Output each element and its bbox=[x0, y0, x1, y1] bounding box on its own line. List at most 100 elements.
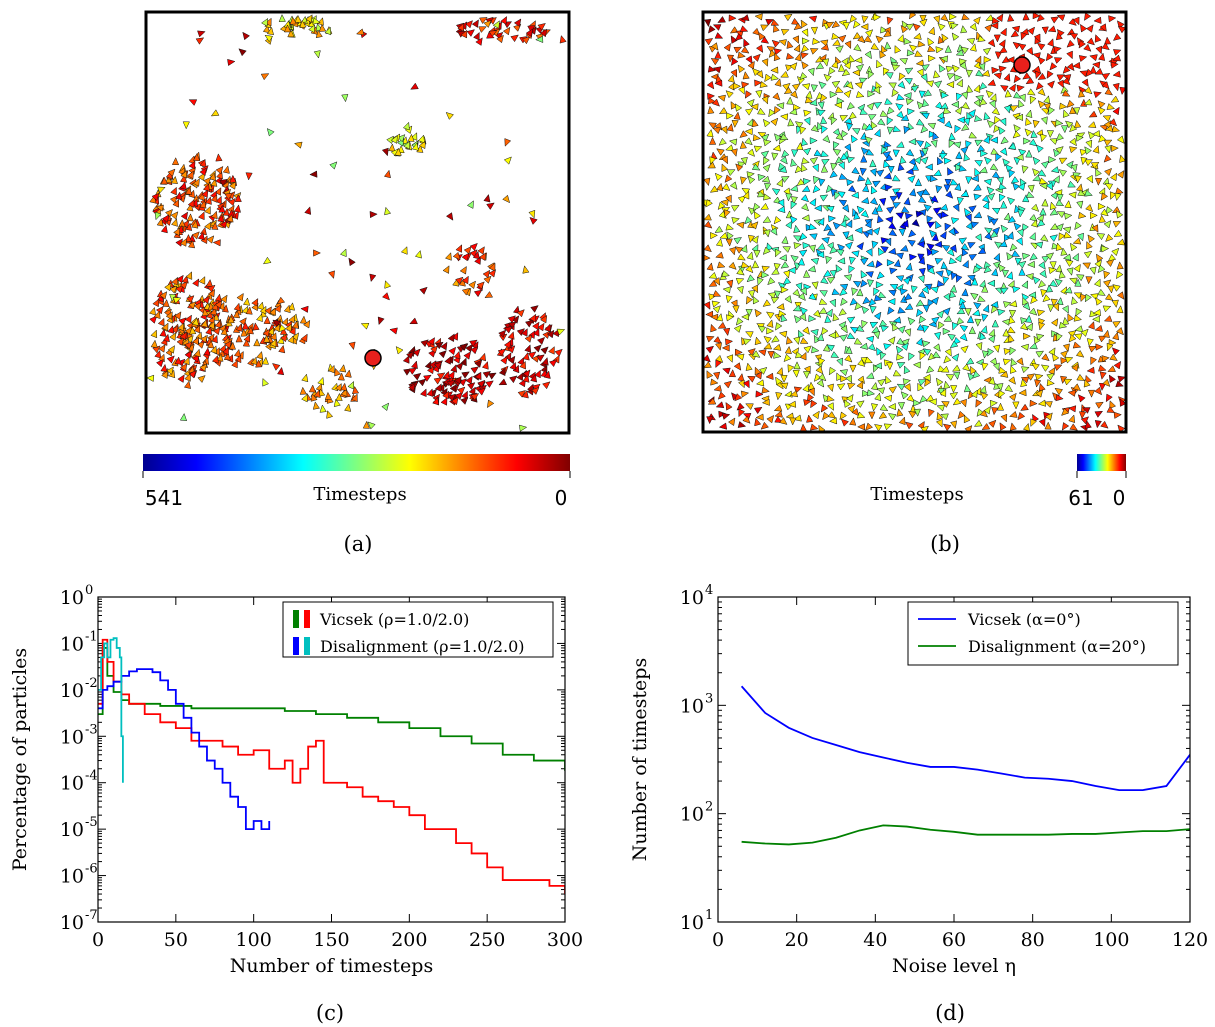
particle-arrow bbox=[1067, 180, 1077, 188]
particle-arrow bbox=[1086, 174, 1094, 184]
particle-arrow bbox=[1112, 106, 1120, 116]
particle-arrow bbox=[763, 193, 772, 201]
particle-arrow bbox=[1002, 358, 1012, 366]
particle-arrow bbox=[897, 34, 904, 43]
particle-arrow bbox=[940, 365, 950, 373]
particle-arrow bbox=[1060, 125, 1069, 134]
particle-arrow bbox=[1069, 32, 1079, 40]
particle-arrow bbox=[1021, 366, 1030, 374]
particle-arrow bbox=[155, 204, 164, 212]
particle-arrow bbox=[944, 120, 953, 129]
particle-arrow bbox=[967, 274, 976, 282]
particle-arrow bbox=[169, 195, 178, 204]
particle-arrow bbox=[488, 269, 497, 278]
particle-arrow bbox=[898, 416, 906, 426]
series-group bbox=[98, 637, 565, 895]
particle-arrow bbox=[974, 167, 982, 177]
particle-arrow bbox=[384, 206, 392, 216]
particle-arrow bbox=[846, 123, 854, 132]
particle-arrow bbox=[527, 351, 537, 360]
particle-arrow bbox=[736, 267, 745, 276]
particle-arrow bbox=[730, 148, 738, 157]
particle-arrow bbox=[861, 305, 870, 315]
particle-arrow bbox=[874, 392, 882, 402]
particle-arrow bbox=[877, 291, 887, 299]
particle-arrow bbox=[211, 334, 218, 344]
particle-arrow bbox=[991, 207, 1001, 215]
particle-arrow bbox=[383, 169, 391, 179]
particle-arrow bbox=[945, 190, 954, 199]
particle-arrow bbox=[784, 295, 792, 304]
particle-arrow bbox=[1037, 100, 1046, 109]
particle-arrow bbox=[483, 193, 491, 203]
particle-arrow bbox=[1094, 420, 1102, 429]
particle-arrow bbox=[1036, 213, 1045, 223]
particle-arrow bbox=[875, 281, 884, 289]
particle-arrow bbox=[367, 421, 376, 430]
particle-arrow bbox=[169, 285, 178, 294]
particle-arrow bbox=[879, 403, 889, 412]
particle-arrow bbox=[737, 373, 745, 382]
particle-arrow bbox=[753, 210, 761, 220]
panel-a-label: (a) bbox=[344, 532, 373, 556]
particle-arrow bbox=[455, 362, 464, 371]
particle-arrow bbox=[914, 178, 922, 187]
particle-arrow bbox=[873, 294, 883, 302]
particle-arrow bbox=[498, 367, 506, 377]
particle-arrow bbox=[1069, 124, 1078, 133]
particle-arrow bbox=[924, 163, 933, 171]
particle-arrow bbox=[885, 375, 892, 385]
particle-arrow bbox=[847, 382, 856, 390]
particle-arrow bbox=[192, 178, 200, 187]
particle-arrow bbox=[267, 326, 275, 336]
particle-arrow bbox=[1112, 70, 1121, 78]
particle-arrow bbox=[453, 350, 461, 360]
particle-arrow bbox=[1103, 154, 1112, 163]
particle-arrow bbox=[999, 117, 1007, 127]
particle-arrow bbox=[720, 199, 729, 207]
particle-arrow bbox=[263, 316, 271, 325]
particle-arrow bbox=[535, 35, 544, 43]
particle-arrow bbox=[470, 393, 480, 401]
particle-arrow bbox=[827, 383, 834, 393]
tracked-particle-marker-b bbox=[1013, 56, 1031, 74]
particle-arrow bbox=[703, 220, 713, 229]
particle-arrow bbox=[1092, 308, 1102, 317]
particle-arrow bbox=[1097, 106, 1106, 115]
particle-arrow bbox=[726, 54, 735, 63]
particle-arrow bbox=[1101, 245, 1110, 253]
particle-arrow bbox=[217, 214, 225, 223]
particle-arrow bbox=[1054, 387, 1064, 396]
particle-arrow bbox=[930, 195, 939, 203]
particle-arrow bbox=[726, 354, 734, 363]
particle-arrow bbox=[921, 64, 930, 72]
particle-arrow bbox=[1069, 106, 1077, 115]
particle-arrow bbox=[440, 397, 448, 406]
panel-c-label: (c) bbox=[316, 1001, 344, 1025]
particle-arrow bbox=[956, 116, 965, 124]
particle-arrow bbox=[809, 137, 818, 145]
particle-arrow bbox=[876, 271, 885, 280]
particle-arrow bbox=[734, 246, 744, 254]
particle-arrow bbox=[1009, 410, 1018, 418]
particle-arrow bbox=[755, 413, 764, 421]
particle-arrow bbox=[224, 192, 234, 200]
particle-arrow bbox=[243, 334, 251, 343]
particle-arrow bbox=[384, 280, 392, 289]
particle-arrow bbox=[751, 235, 759, 244]
particle-arrow bbox=[1008, 83, 1016, 93]
particle-arrow bbox=[447, 393, 456, 402]
particle-arrow bbox=[839, 219, 847, 228]
particle-arrow bbox=[838, 34, 847, 43]
particle-arrow bbox=[876, 347, 884, 356]
particle-arrow bbox=[998, 240, 1008, 248]
particle-arrow bbox=[782, 277, 792, 285]
particle-arrow bbox=[710, 42, 719, 51]
particle-arrow bbox=[889, 267, 898, 275]
particle-arrow bbox=[715, 313, 723, 322]
particle-arrow bbox=[1064, 356, 1074, 364]
particle-arrow bbox=[916, 240, 925, 249]
particle-arrow bbox=[1089, 54, 1098, 62]
series-line bbox=[741, 824, 1190, 846]
particle-arrow bbox=[1066, 62, 1075, 72]
